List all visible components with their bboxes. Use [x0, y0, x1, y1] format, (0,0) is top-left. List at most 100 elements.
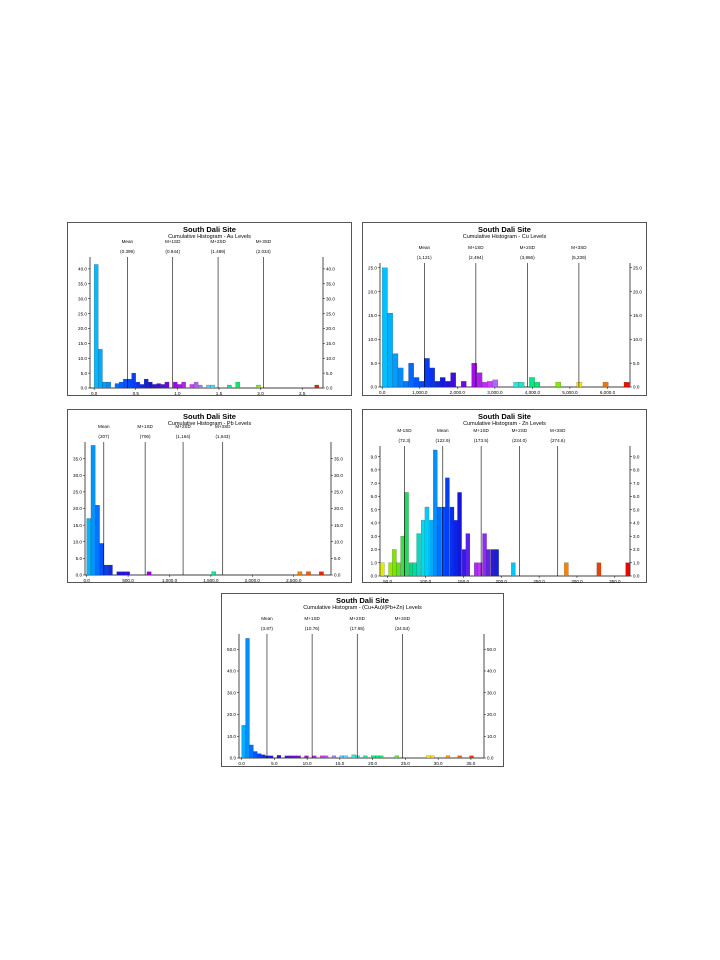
histogram-bar: [380, 562, 385, 577]
y-tick-label-right: 15.0: [334, 523, 343, 528]
y-tick-label-right: 0.0: [633, 574, 640, 579]
y-tick-label-left: 40.0: [78, 267, 87, 272]
histogram-bar: [371, 755, 376, 759]
histogram-bar: [304, 755, 309, 759]
x-tick-label: 1.0: [174, 391, 181, 396]
au-histogram-panel: South Dali Site Cumulative Histogram - A…: [67, 222, 352, 396]
histogram-bar: [146, 571, 152, 576]
y-tick-label-right: 15.0: [326, 341, 335, 346]
chart-subtitle: Cumulative Histogram - Cu Levels: [462, 234, 547, 240]
y-tick-label-right: 30.0: [326, 296, 335, 301]
y-tick-label-left: 0.0: [76, 573, 83, 578]
stat-line-label: M+1SD: [137, 424, 153, 429]
x-tick-label: 2,000.0: [450, 390, 466, 395]
y-tick-label-right: 30.0: [334, 473, 343, 478]
x-tick-label: 4,000.0: [525, 390, 541, 395]
histogram-bar: [253, 751, 258, 759]
stat-line-label: M+2SD: [512, 428, 528, 433]
histogram-bar: [181, 381, 186, 389]
histogram-bar: [469, 755, 474, 759]
stat-line-label: M-1SD: [397, 428, 412, 433]
stat-line-value: (10.76): [305, 626, 320, 631]
cu-histogram-panel: South Dali Site Cumulative Histogram - C…: [362, 222, 647, 396]
stat-line-label: Mean: [261, 616, 273, 621]
histogram-bar: [397, 367, 404, 388]
x-tick-label: 6,000.0: [600, 390, 616, 395]
histogram-bar: [382, 267, 388, 388]
histogram-bar: [324, 755, 329, 759]
y-tick-label-right: 5.0: [326, 371, 333, 376]
histogram-bar: [125, 571, 130, 576]
histogram-bar: [486, 549, 491, 577]
y-tick-label-right: 10.0: [326, 356, 335, 361]
y-tick-label-right: 1.0: [633, 560, 640, 565]
histogram-bar: [143, 378, 149, 389]
chart-title: South Dali Site: [478, 225, 531, 234]
y-tick-label-left: 25.0: [78, 311, 87, 316]
stat-line-value: (207): [98, 434, 109, 439]
histogram-bar: [429, 520, 434, 577]
histogram-bar: [403, 381, 409, 388]
y-tick-label-left: 30.0: [73, 473, 82, 478]
histogram-bar: [206, 384, 211, 389]
x-tick-label: 500.0: [122, 578, 134, 583]
y-tick-label-left: 20.0: [78, 326, 87, 331]
histogram-bar: [235, 381, 240, 389]
stat-line-value: (3,866): [520, 255, 535, 260]
histogram-bar: [430, 755, 435, 759]
y-tick-label-right: 0.0: [633, 385, 640, 390]
ratio-histogram: 0.0 0.010.0 10.020.0 20.030.0 30.040.0 40.050…: [227, 616, 496, 766]
x-tick-label: 0.0: [83, 578, 90, 583]
histogram-bar: [119, 381, 124, 389]
histogram-bar: [413, 377, 420, 388]
y-tick-label-left: 30.0: [78, 296, 87, 301]
histogram-bar: [457, 492, 462, 577]
histogram-bar: [394, 755, 399, 759]
y-tick-label-left: 25.0: [73, 490, 82, 495]
y-tick-label-right: 8.0: [633, 468, 640, 473]
histogram-bar: [227, 384, 232, 389]
x-tick-label: 0.0: [238, 761, 245, 766]
histogram-bar: [418, 381, 425, 388]
y-tick-label-left: 35.0: [73, 456, 82, 461]
x-tick-label: 3,000.0: [487, 390, 503, 395]
histogram-bar: [441, 506, 446, 577]
histogram-bar: [529, 377, 535, 388]
y-tick-label-left: 5.0: [76, 556, 83, 561]
x-tick-label: 0.5: [133, 391, 140, 396]
stat-line-value: (17.65): [350, 626, 365, 631]
y-tick-label-left: 5.0: [371, 507, 378, 512]
y-tick-label-right: 25.0: [633, 265, 642, 270]
chart-title: South Dali Site: [183, 225, 236, 234]
x-tick-label: 5.0: [271, 761, 278, 766]
histogram-bar: [445, 755, 451, 759]
y-tick-label-right: 0.0: [326, 386, 333, 391]
histogram-bar: [292, 755, 297, 759]
histogram-bar: [534, 382, 541, 388]
y-tick-label-left: 1.0: [371, 560, 378, 565]
stat-line-value: (274.6): [550, 438, 565, 443]
histogram-bar: [434, 381, 441, 388]
stat-line-value: (224.0): [512, 438, 527, 443]
y-tick-label-right: 35.0: [334, 456, 343, 461]
stat-line-value: (2,494): [469, 255, 484, 260]
x-tick-label: 0.0: [91, 391, 98, 396]
stat-line-value: (1,121): [417, 255, 432, 260]
histogram-bar: [400, 536, 405, 577]
y-tick-label-left: 0.0: [230, 756, 237, 761]
histogram-bar: [114, 383, 120, 389]
histogram-bar: [511, 562, 516, 577]
histogram-bar: [269, 755, 274, 759]
y-tick-label-left: 10.0: [78, 356, 87, 361]
histogram-bar: [625, 562, 630, 577]
x-tick-label: 2,000.0: [245, 578, 261, 583]
y-tick-label-left: 3.0: [371, 534, 378, 539]
histogram-bar: [439, 377, 446, 388]
y-tick-label-right: 20.0: [326, 326, 335, 331]
y-tick-label-left: 35.0: [78, 281, 87, 286]
histogram-bar: [404, 492, 409, 577]
x-tick-label: 20.0: [368, 761, 377, 766]
histogram-bar: [284, 755, 289, 759]
y-tick-label-left: 8.0: [371, 468, 378, 473]
y-tick-label-right: 30.0: [487, 690, 496, 695]
